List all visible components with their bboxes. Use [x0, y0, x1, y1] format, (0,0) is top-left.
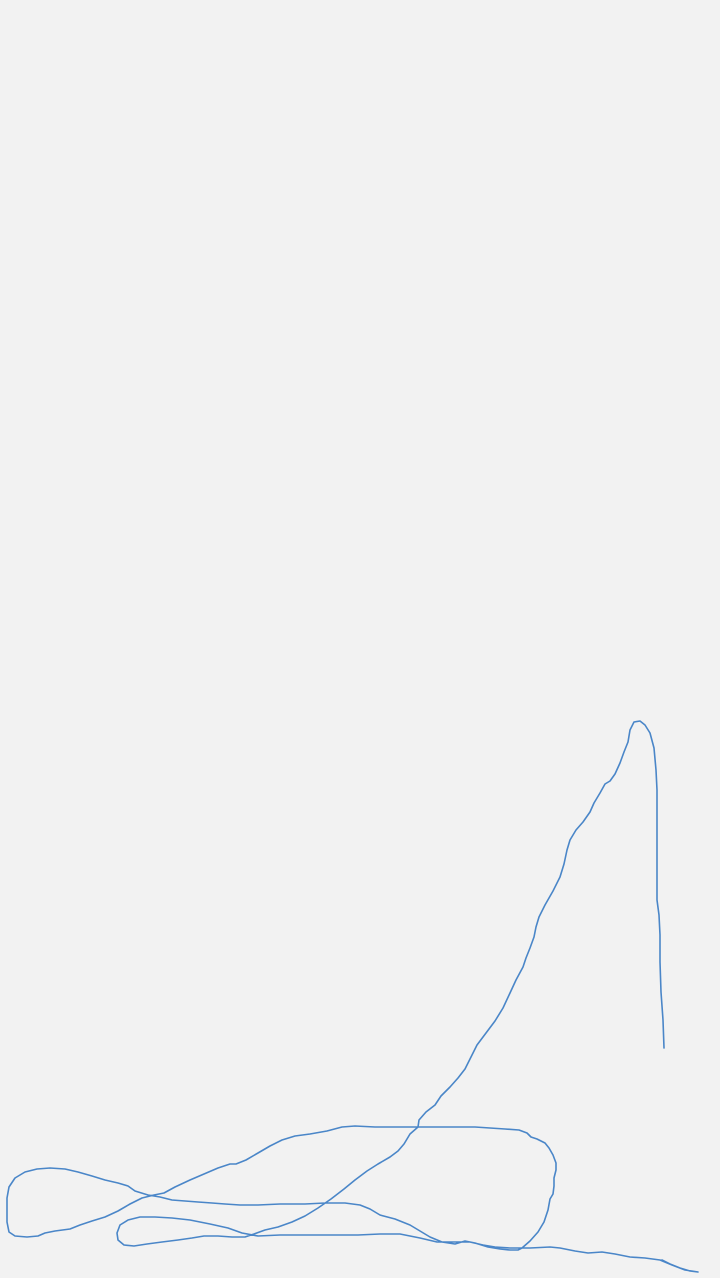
- freehand-stroke: [6, 720, 699, 1273]
